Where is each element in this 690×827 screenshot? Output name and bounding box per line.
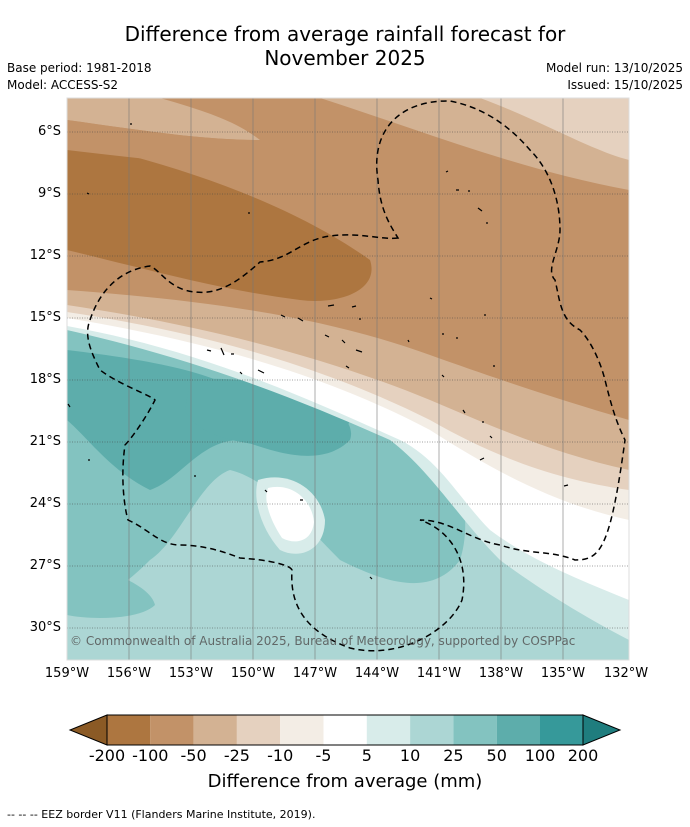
colorbar-tick: 10 <box>399 746 421 765</box>
colorbar-tick: -50 <box>180 746 207 765</box>
lon-label-135w: 135°W <box>540 666 586 681</box>
colorbar-tick: 25 <box>443 746 464 765</box>
colorbar-swatch <box>193 715 237 745</box>
lat-label-27s: 27°S <box>29 558 61 573</box>
lat-label-18s: 18°S <box>29 372 61 387</box>
colorbar-swatch <box>107 715 151 745</box>
colorbar-tick: -100 <box>132 746 169 765</box>
colorbar-extend-low <box>68 714 108 746</box>
colorbar-tick: 50 <box>486 746 507 765</box>
colorbar-tick: -200 <box>88 746 126 765</box>
colorbar-tick: -25 <box>223 746 250 765</box>
model-run: Model run: 13/10/2025 <box>545 61 683 75</box>
lon-label-132w: 132°W <box>603 666 649 681</box>
colorbar-swatch <box>410 715 454 745</box>
eez-french-polynesia <box>86 100 626 652</box>
colorbar <box>68 714 622 746</box>
eez-legend-note: -- -- -- EEZ border V11 (Flanders Marine… <box>7 808 316 821</box>
band-minus-50-100-north <box>67 120 320 170</box>
run-info: Model run: 13/10/2025 Issued: 15/10/2025 <box>546 60 683 94</box>
colorbar-extend-high <box>582 714 622 746</box>
lat-label-6s: 6°S <box>37 124 61 139</box>
lat-label-12s: 12°S <box>29 248 61 263</box>
band-50-100-core <box>185 378 350 452</box>
graticule <box>67 98 629 660</box>
colorbar-tick: -5 <box>315 746 332 765</box>
copyright-notice: © Commonwealth of Australia 2025, Bureau… <box>70 634 576 648</box>
colorbar-swatch <box>323 715 367 745</box>
eez-borders <box>86 100 626 652</box>
lat-label-21s: 21°S <box>29 434 61 449</box>
colorbar-swatch <box>496 715 540 745</box>
lon-label-150w: 150°W <box>230 666 276 681</box>
model-name: Model: ACCESS-S2 <box>7 78 119 92</box>
band-minus-25-50-north <box>67 98 260 140</box>
lat-label-9s: 9°S <box>37 186 61 201</box>
colorbar-tick: 100 <box>524 746 556 765</box>
lon-label-144w: 144°W <box>354 666 400 681</box>
colorbar-swatch <box>236 715 281 745</box>
colorbar-swatch <box>453 715 497 745</box>
colorbar-tick: 200 <box>567 746 599 765</box>
colorbar-tick: -10 <box>267 746 294 765</box>
lon-label-138w: 138°W <box>478 666 524 681</box>
contour-fill <box>67 98 629 660</box>
island-markers <box>67 123 569 580</box>
map-title: Difference from average rainfall forecas… <box>0 22 690 70</box>
title-line-2: November 2025 <box>264 46 426 70</box>
title-line-1: Difference from average rainfall forecas… <box>124 22 566 46</box>
base-period: Base period: 1981-2018 <box>7 61 152 75</box>
band-25-50-south <box>67 560 155 618</box>
colorbar-swatch <box>150 715 194 745</box>
island-shapes <box>67 123 569 580</box>
lat-label-30s: 30°S <box>29 620 61 635</box>
issued-date: Issued: 15/10/2025 <box>567 78 683 92</box>
colorbar-tick: 5 <box>361 746 372 765</box>
colorbar-swatch <box>280 715 324 745</box>
colorbar-outline <box>106 714 584 746</box>
lon-label-156w: 156°W <box>106 666 152 681</box>
lon-label-147w: 147°W <box>292 666 338 681</box>
model-info: Base period: 1981-2018 Model: ACCESS-S2 <box>7 60 152 94</box>
lon-label-141w: 141°W <box>416 666 462 681</box>
colorbar-swatch <box>366 715 411 745</box>
lat-label-15s: 15°S <box>29 310 61 325</box>
map-frame <box>66 97 630 661</box>
lon-label-159w: 159°W <box>44 666 90 681</box>
colorbar-title: Difference from average (mm) <box>207 771 483 792</box>
lat-label-24s: 24°S <box>29 496 61 511</box>
colorbar-swatch <box>540 715 583 745</box>
lon-label-153w: 153°W <box>168 666 214 681</box>
band-neutral <box>67 316 629 600</box>
band-minus-100-200 <box>67 140 372 301</box>
